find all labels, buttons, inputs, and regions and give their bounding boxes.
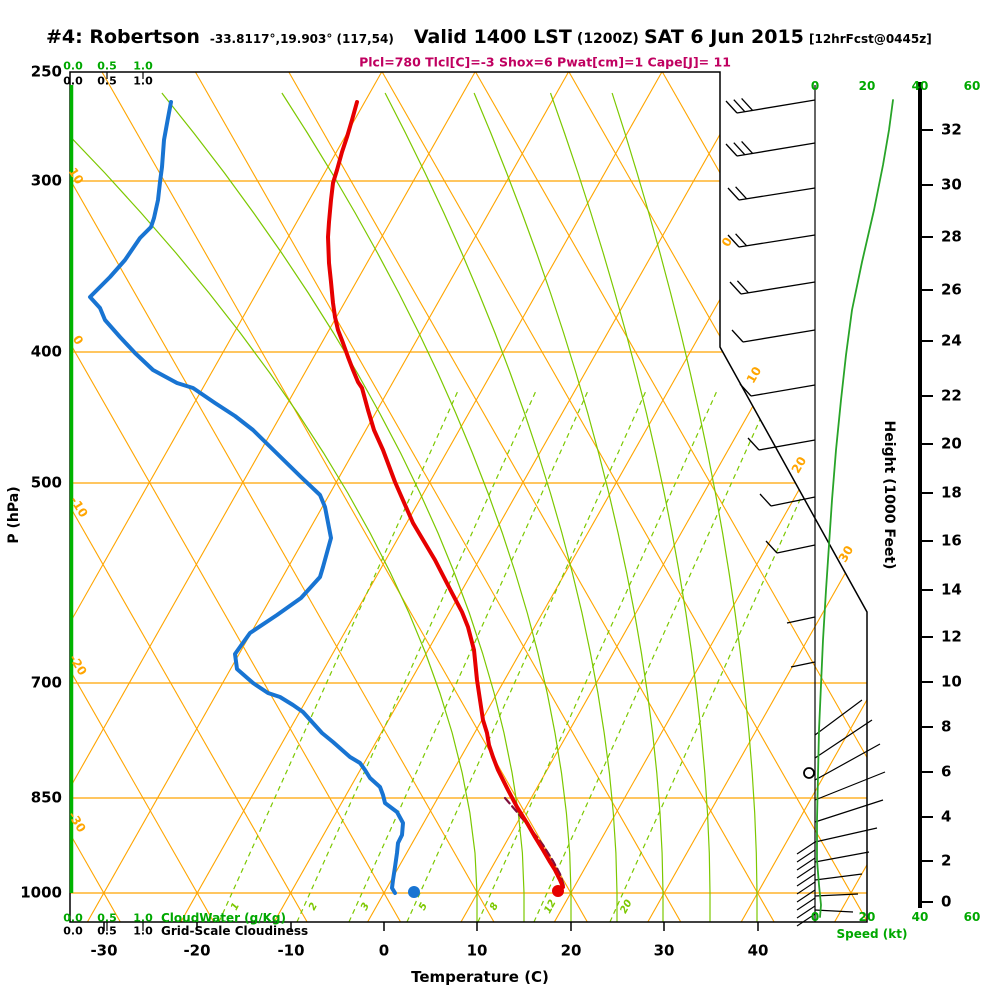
speed-tick-label-top: 40 bbox=[911, 79, 929, 93]
speed-tick-label-bottom: 0 bbox=[810, 910, 820, 924]
cloud-scale-value: 0.0 bbox=[63, 74, 83, 88]
height-tick-label: 28 bbox=[941, 227, 962, 246]
cloud-scale-value: 0.5 bbox=[97, 911, 117, 925]
height-tick-label: 32 bbox=[941, 120, 962, 139]
temperature-axis-title: Temperature (C) bbox=[411, 968, 549, 986]
height-tick-label: 2 bbox=[941, 851, 952, 870]
height-tick-label: 12 bbox=[941, 627, 962, 646]
cloud-scale-value: 0.5 bbox=[97, 59, 117, 73]
pressure-tick-label: 850 bbox=[30, 788, 62, 807]
speed-tick-label-top: 20 bbox=[858, 79, 876, 93]
pressure-tick-label: 500 bbox=[30, 473, 62, 492]
height-tick-label: 4 bbox=[941, 807, 952, 826]
speed-axis-label: Speed (kt) bbox=[836, 927, 908, 941]
height-tick-label: 10 bbox=[941, 672, 962, 691]
pressure-axis-title: P (hPa) bbox=[6, 486, 22, 544]
temperature-tick-label: 20 bbox=[560, 941, 582, 960]
temperature-tick-label: -20 bbox=[183, 941, 211, 960]
cloud-scale-value: 0.0 bbox=[63, 59, 83, 73]
pressure-tick-label: 400 bbox=[30, 342, 62, 361]
station-title: #4: Robertson bbox=[46, 26, 200, 48]
height-tick-label: 20 bbox=[941, 434, 962, 453]
pressure-tick-label: 700 bbox=[30, 673, 62, 692]
cloud-scale-value: 0.5 bbox=[97, 74, 117, 88]
temperature-tick-label: -10 bbox=[277, 941, 305, 960]
temperature-tick-label: 40 bbox=[747, 941, 769, 960]
cloud-scale-value: 0.5 bbox=[97, 924, 117, 938]
height-tick-label: 18 bbox=[941, 483, 962, 502]
height-axis-title: Height (1000 Feet) bbox=[881, 420, 897, 570]
temperature-tick-label: 0 bbox=[378, 941, 390, 960]
cloud-scale-value: 0.0 bbox=[63, 924, 83, 938]
title-row: #4: Robertson -33.8117°,19.903° (117,54) V… bbox=[46, 26, 932, 48]
height-tick-label: 22 bbox=[941, 386, 962, 405]
height-tick-label: 6 bbox=[941, 762, 952, 781]
cloud-scale-value: 0.0 bbox=[63, 911, 83, 925]
temperature-tick-label: 30 bbox=[653, 941, 675, 960]
speed-tick-label-bottom: 20 bbox=[858, 910, 876, 924]
speed-tick-label-top: 60 bbox=[963, 79, 981, 93]
speed-tick-label-top: 0 bbox=[810, 79, 820, 93]
height-tick-label: 16 bbox=[941, 531, 962, 550]
height-tick-label: 30 bbox=[941, 175, 962, 194]
height-tick-label: 8 bbox=[941, 717, 952, 736]
cloudwater-axis-label: CloudWater (g/Kg) bbox=[161, 911, 287, 925]
temperature-tick-label: -30 bbox=[90, 941, 118, 960]
valid-time: Valid 1400 LST bbox=[413, 26, 572, 48]
height-tick-label: 0 bbox=[941, 892, 952, 911]
sounding-indices: Plcl=780 Tlcl[C]=-3 Shox=6 Pwat[cm]=1 Ca… bbox=[359, 54, 731, 70]
cloud-scale-value: 1.0 bbox=[133, 924, 153, 938]
height-tick-label: 14 bbox=[941, 580, 962, 599]
height-tick-label: 24 bbox=[941, 331, 962, 350]
cloud-scale-value: 1.0 bbox=[133, 74, 153, 88]
speed-tick-label-bottom: 40 bbox=[911, 910, 929, 924]
height-tick-label: 26 bbox=[941, 280, 962, 299]
pressure-tick-label: 300 bbox=[30, 171, 62, 190]
station-coords: -33.8117°,19.903° (117,54) bbox=[209, 32, 394, 46]
valid-date: SAT 6 Jun 2015 bbox=[643, 26, 804, 48]
temperature-tick-label: 10 bbox=[466, 941, 488, 960]
valid-zulu: (1200Z) bbox=[576, 31, 639, 47]
pressure-tick-label: 1000 bbox=[20, 883, 62, 902]
pressure-tick-label: 250 bbox=[30, 62, 62, 81]
cloud-scale-value: 1.0 bbox=[133, 911, 153, 925]
speed-tick-label-bottom: 60 bbox=[963, 910, 981, 924]
gridscale-axis-label: Grid-Scale Cloudiness bbox=[161, 924, 309, 938]
forecast-tag: [12hrFcst@0445z] bbox=[808, 32, 932, 46]
cloud-scale-value: 1.0 bbox=[133, 59, 153, 73]
